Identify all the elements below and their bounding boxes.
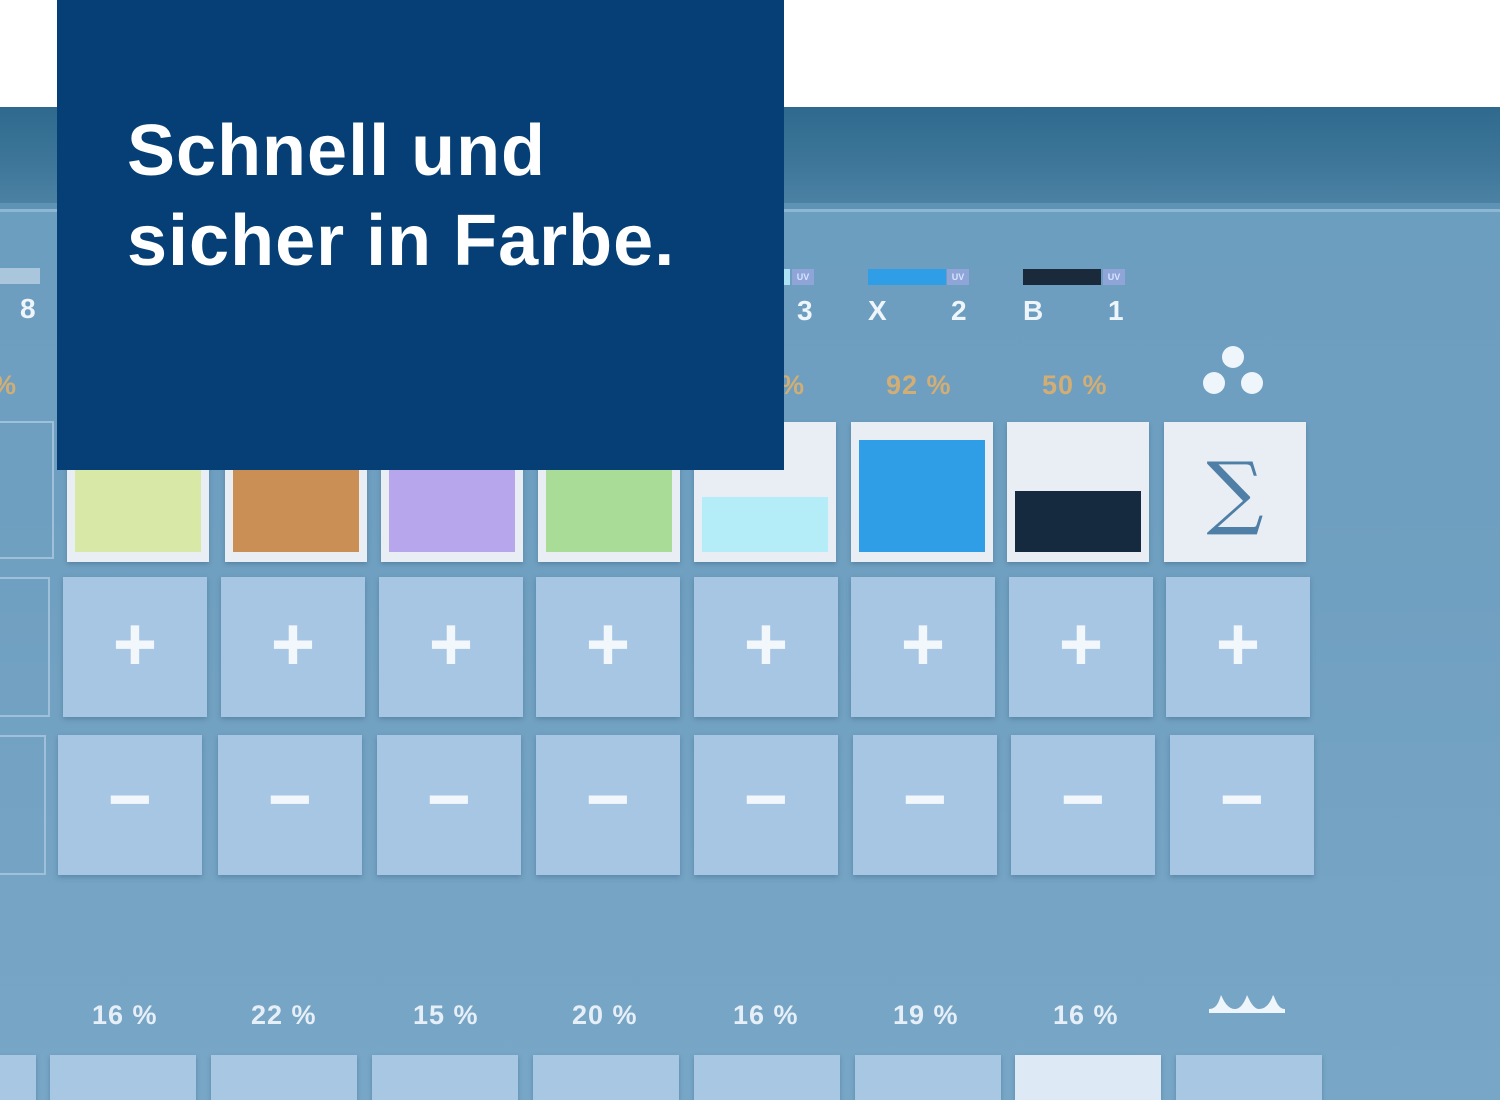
increase-all-button[interactable]: +	[1166, 577, 1310, 717]
ink-unit-x-number: 2	[951, 295, 967, 326]
dampening-percentage: 16 %	[733, 1000, 799, 1030]
decrease-ink-button[interactable]: −	[58, 735, 202, 875]
dampening-percentage: 19 %	[893, 1000, 959, 1030]
decrease-all-button[interactable]: −	[1170, 735, 1314, 875]
color-swatch-tile[interactable]	[1007, 422, 1149, 562]
ink-unit-3-bar	[784, 269, 790, 285]
water-wave-icon	[1209, 995, 1285, 1013]
ink-unit-b-number: 1	[1108, 295, 1124, 326]
ink-unit-x-bar	[868, 269, 946, 285]
color-swatch	[702, 497, 828, 552]
color-swatch	[859, 440, 985, 552]
increase-ink-button[interactable]: +	[63, 577, 207, 717]
side-panel-frame	[0, 421, 54, 559]
decrease-ink-button[interactable]: −	[694, 735, 838, 875]
side-panel-frame	[0, 577, 50, 717]
dampening-percentage: 20 %	[572, 1000, 638, 1030]
dampening-percentage: 16 %	[92, 1000, 158, 1030]
dampening-button[interactable]	[50, 1055, 196, 1100]
dampening-percentage: 16 %	[1053, 1000, 1119, 1030]
ink-percentage: 92 %	[886, 370, 952, 400]
dampening-button[interactable]	[694, 1055, 840, 1100]
decrease-ink-button[interactable]: −	[853, 735, 997, 875]
increase-ink-button[interactable]: +	[379, 577, 523, 717]
headline-panel: Schnell und sicher in Farbe.	[57, 0, 784, 470]
sum-button[interactable]: ∑	[1164, 422, 1306, 562]
decrease-ink-button[interactable]: −	[1011, 735, 1155, 875]
headline: Schnell und sicher in Farbe.	[127, 106, 675, 286]
dampening-percentage: 22 %	[251, 1000, 317, 1030]
ink-percentage: %	[780, 370, 806, 400]
ink-unit-b-bar	[1023, 269, 1101, 285]
dampening-button[interactable]	[533, 1055, 679, 1100]
headline-line-1: Schnell und	[127, 111, 547, 191]
increase-ink-button[interactable]: +	[1009, 577, 1153, 717]
uv-badge: UV	[947, 269, 969, 285]
increase-ink-button[interactable]: +	[221, 577, 365, 717]
ink-unit-b-label: B	[1023, 295, 1044, 326]
ink-percentage: %	[0, 370, 17, 401]
dampening-button[interactable]	[372, 1055, 518, 1100]
ink-unit-8-bar	[0, 268, 40, 284]
increase-ink-button[interactable]: +	[536, 577, 680, 717]
dampening-sum-button[interactable]	[1176, 1055, 1322, 1100]
decrease-ink-button[interactable]: −	[377, 735, 521, 875]
headline-line-2: sicher in Farbe.	[127, 201, 676, 281]
ink-unit-x-label: X	[868, 295, 887, 326]
decrease-ink-button[interactable]: −	[218, 735, 362, 875]
ink-percentage: 50 %	[1042, 370, 1108, 400]
uv-badge: UV	[792, 269, 814, 285]
dampening-percentage: 15 %	[413, 1000, 479, 1030]
increase-ink-button[interactable]: +	[694, 577, 838, 717]
dampening-button[interactable]	[855, 1055, 1001, 1100]
decrease-ink-button[interactable]: −	[536, 735, 680, 875]
dampening-button[interactable]	[211, 1055, 357, 1100]
color-swatch	[1015, 491, 1141, 552]
uv-badge: UV	[1103, 269, 1125, 285]
color-swatch-tile[interactable]	[851, 422, 993, 562]
three-dots-icon	[1203, 346, 1263, 394]
dampening-button-selected[interactable]	[1015, 1055, 1161, 1100]
increase-ink-button[interactable]: +	[851, 577, 995, 717]
side-panel-frame	[0, 735, 46, 875]
dampening-button[interactable]	[0, 1055, 36, 1100]
ink-unit-8-label: 8	[20, 293, 36, 324]
ink-unit-3-number: 3	[797, 295, 813, 326]
